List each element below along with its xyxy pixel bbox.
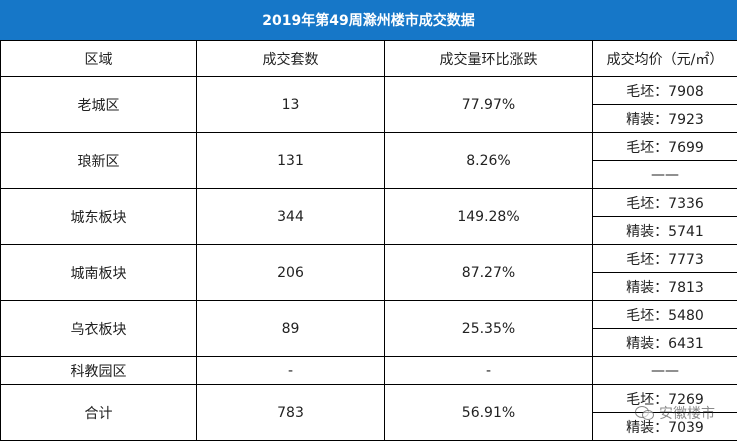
price-cell: 毛坯：7908 (592, 76, 737, 105)
units-cell: 206 (196, 244, 385, 301)
table-subrow: 精装：7039 (1, 412, 737, 441)
price-cell: 精装：7039 (592, 412, 737, 441)
table-subrow: 精装：6431 (1, 328, 737, 357)
change-cell: 149.28% (384, 188, 593, 245)
region-cell: 老城区 (0, 76, 197, 133)
price-cell-empty: —— (592, 160, 737, 189)
price-cell: 精装：7813 (592, 272, 737, 301)
header-row: 区域 成交套数 成交量环比涨跌 成交均价（元/㎡） (0, 40, 737, 77)
price-cell: 精装：5741 (592, 216, 737, 245)
region-cell: 城东板块 (0, 188, 197, 245)
table-row: 琅新区 131 8.26% 毛坯：7699 (0, 132, 737, 189)
price-cell-empty: —— (592, 356, 737, 385)
header-units: 成交套数 (196, 40, 385, 77)
table-row: 城东板块 344 149.28% 毛坯：7336 (0, 188, 737, 245)
price-cell: 毛坯：7699 (592, 132, 737, 161)
table-subrow: —— (1, 160, 737, 189)
change-cell: - (384, 356, 593, 385)
table-row: 城南板块 206 87.27% 毛坯：7773 (0, 244, 737, 301)
price-cell: 精装：7923 (592, 104, 737, 133)
table-row: 乌衣板块 89 25.35% 毛坯：5480 (0, 300, 737, 357)
units-cell: 344 (196, 188, 385, 245)
units-cell: 13 (196, 76, 385, 133)
region-cell: 科教园区 (0, 356, 197, 385)
price-cell: 毛坯：7336 (592, 188, 737, 217)
table-subrow: 精装：7923 (1, 104, 737, 133)
change-cell: 8.26% (384, 132, 593, 189)
table-title: 2019年第49周滁州楼市成交数据 (0, 0, 737, 40)
price-cell: 毛坯：7269 (592, 384, 737, 413)
change-cell: 87.27% (384, 244, 593, 301)
units-cell: 131 (196, 132, 385, 189)
change-cell: 25.35% (384, 300, 593, 357)
units-cell: 89 (196, 300, 385, 357)
region-cell: 乌衣板块 (0, 300, 197, 357)
region-cell: 城南板块 (0, 244, 197, 301)
table-row: 老城区 13 77.97% 毛坯：7908 (0, 76, 737, 133)
price-cell: 精装：6431 (592, 328, 737, 357)
data-table: 区域 成交套数 成交量环比涨跌 成交均价（元/㎡） 老城区 13 77.97% … (0, 40, 737, 441)
region-cell: 合计 (0, 384, 197, 441)
total-row: 合计 783 56.91% 毛坯：7269 (0, 384, 737, 441)
units-cell: 783 (196, 384, 385, 441)
table-subrow: 精装：7813 (1, 272, 737, 301)
price-cell: 毛坯：7773 (592, 244, 737, 273)
region-cell: 琅新区 (0, 132, 197, 189)
units-cell: - (196, 356, 385, 385)
header-region: 区域 (0, 40, 197, 77)
header-price: 成交均价（元/㎡） (592, 40, 737, 77)
change-cell: 56.91% (384, 384, 593, 441)
change-cell: 77.97% (384, 76, 593, 133)
table-row: 科教园区 - - —— (0, 356, 737, 385)
price-cell: 毛坯：5480 (592, 300, 737, 329)
header-change: 成交量环比涨跌 (384, 40, 593, 77)
